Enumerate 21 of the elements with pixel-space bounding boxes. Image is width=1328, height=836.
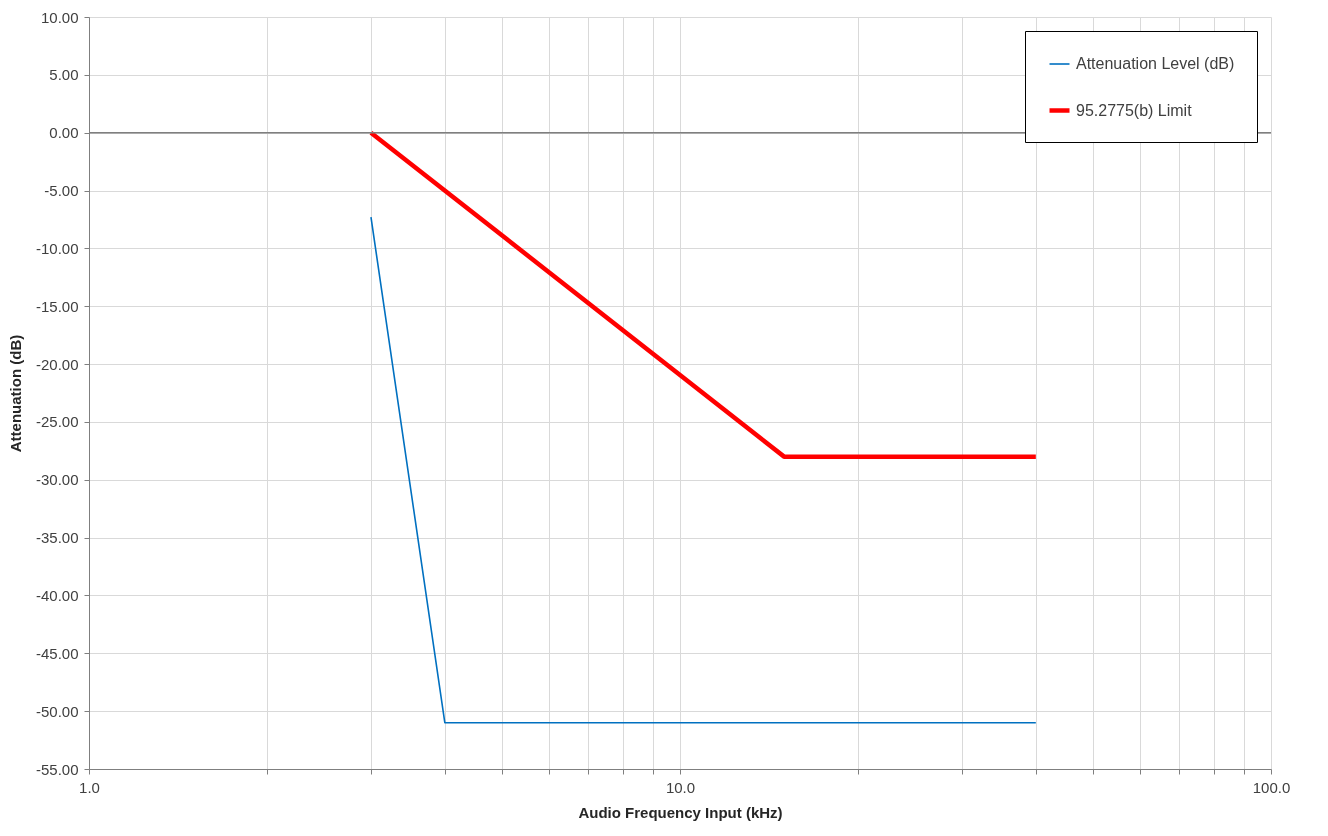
y-tick-label: -45.00 xyxy=(35,644,79,662)
y-tick-label: -55.00 xyxy=(35,760,79,778)
y-tick-label: -35.00 xyxy=(35,529,79,547)
x-tick-label: 100.0 xyxy=(1252,778,1291,796)
y-tick-label: 5.00 xyxy=(49,66,79,84)
y-tick-label: -5.00 xyxy=(44,182,79,200)
y-tick-label: -30.00 xyxy=(35,471,79,489)
y-tick-label: -25.00 xyxy=(35,413,79,431)
x-tick-label: 1.0 xyxy=(79,778,100,796)
y-tick-label: 10.00 xyxy=(40,8,79,26)
x-axis-title: Audio Frequency Input (kHz) xyxy=(578,803,783,821)
y-tick-label: -15.00 xyxy=(35,297,79,315)
y-tick-label: -40.00 xyxy=(35,586,79,604)
y-axis-title: Attenuation (dB) xyxy=(6,334,24,453)
x-tick-label: 10.0 xyxy=(665,778,696,796)
legend-label: Attenuation Level (dB) xyxy=(1076,55,1235,72)
y-tick-label: 0.00 xyxy=(49,124,79,142)
y-tick-label: -20.00 xyxy=(35,355,79,373)
y-tick-label: -50.00 xyxy=(35,702,79,720)
y-tick-label: -10.00 xyxy=(35,239,79,257)
legend-label: 95.2775(b) Limit xyxy=(1076,101,1193,119)
